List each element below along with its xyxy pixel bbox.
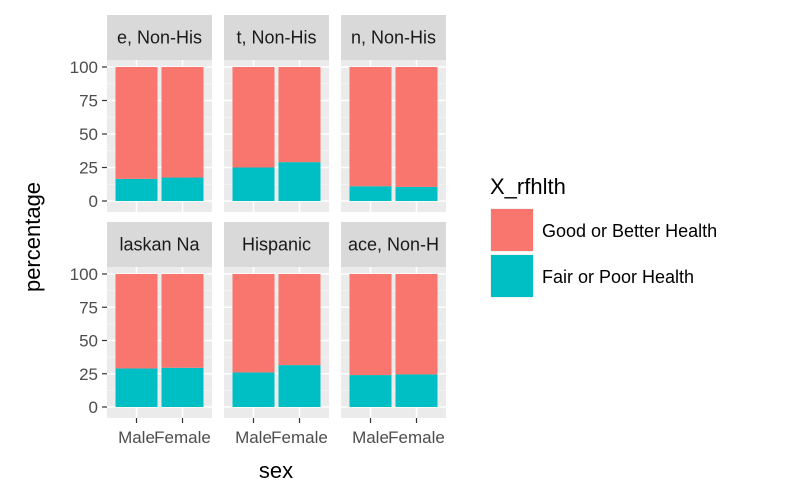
facet-strip — [107, 222, 212, 267]
bar-female-fair-or-poor-health — [161, 177, 204, 201]
facet-panels: e, Non-His t, Non-His n, Non-His laskan Na H… — [107, 15, 446, 418]
x-axis-title: sex — [259, 458, 293, 483]
x-tick-label: Female — [271, 428, 328, 447]
facet-panel-hispanic: Hispanic — [224, 222, 329, 418]
facet-strip — [107, 15, 212, 60]
facet-panel-e-non-his: e, Non-His — [107, 15, 212, 212]
bar-female-good-or-better-health — [278, 67, 321, 163]
bar-female-good-or-better-health — [395, 274, 438, 375]
facet-strip-label: e, Non-His — [117, 28, 202, 48]
bar-female-fair-or-poor-health — [395, 186, 438, 201]
y-tick-label: 0 — [89, 192, 98, 211]
x-tick-label: Male — [118, 428, 155, 447]
x-tick-label: Male — [352, 428, 389, 447]
bar-male-fair-or-poor-health — [232, 372, 275, 407]
x-tick-label: Female — [388, 428, 445, 447]
bar-male-good-or-better-health — [349, 67, 392, 187]
facet-strip — [224, 15, 329, 60]
bar-male-good-or-better-health — [115, 67, 158, 179]
legend-label: Fair or Poor Health — [542, 267, 694, 287]
facet-strip — [341, 222, 446, 267]
facet-strip — [224, 222, 329, 267]
legend: X_rfhlth Good or Better Health Fair or Po… — [490, 174, 717, 298]
facet-panel-n-non-his: n, Non-His — [341, 15, 446, 212]
bar-male-fair-or-poor-health — [232, 167, 275, 201]
bar-female-good-or-better-health — [278, 274, 321, 366]
facet-strip — [341, 15, 446, 60]
y-tick-label: 75 — [79, 298, 98, 317]
bar-male-fair-or-poor-health — [349, 186, 392, 201]
facet-strip-label: Hispanic — [242, 235, 311, 255]
y-tick-label: 50 — [79, 332, 98, 351]
y-tick-label: 50 — [79, 125, 98, 144]
y-axis-title: percentage — [20, 182, 45, 292]
legend-swatch-good-or-better-health — [491, 209, 533, 251]
bar-female-fair-or-poor-health — [395, 374, 438, 407]
y-tick-label: 100 — [70, 58, 98, 77]
bar-male-good-or-better-health — [232, 67, 275, 168]
facet-panel-t-non-his: t, Non-His — [224, 15, 329, 212]
y-tick-label: 25 — [79, 159, 98, 178]
bar-female-fair-or-poor-health — [278, 365, 321, 407]
facet-panel-ace-non-h: ace, Non-H — [341, 222, 446, 418]
legend-title: X_rfhlth — [490, 174, 566, 199]
y-tick-label: 25 — [79, 365, 98, 384]
y-tick-label: 0 — [89, 398, 98, 417]
bar-female-fair-or-poor-health — [278, 162, 321, 201]
facet-strip-label: ace, Non-H — [348, 235, 439, 255]
bar-female-good-or-better-health — [161, 67, 204, 178]
x-tick-label: Female — [154, 428, 211, 447]
legend-swatch-fair-or-poor-health — [491, 255, 533, 297]
bar-male-good-or-better-health — [232, 274, 275, 373]
bar-male-fair-or-poor-health — [349, 375, 392, 407]
facet-strip-label: laskan Na — [119, 235, 200, 255]
facet-panel-laskan-na: laskan Na — [107, 222, 212, 418]
y-tick-label: 100 — [70, 265, 98, 284]
bar-female-good-or-better-health — [161, 274, 204, 368]
bar-male-fair-or-poor-health — [115, 368, 158, 407]
y-tick-label: 75 — [79, 92, 98, 111]
bar-female-good-or-better-health — [395, 67, 438, 187]
x-tick-label: Male — [235, 428, 272, 447]
bar-female-fair-or-poor-health — [161, 367, 204, 407]
bar-male-good-or-better-health — [115, 274, 158, 369]
bar-male-fair-or-poor-health — [115, 178, 158, 201]
legend-label: Good or Better Health — [542, 221, 717, 241]
bar-male-good-or-better-health — [349, 274, 392, 376]
facet-strip-label: n, Non-His — [351, 28, 436, 48]
facet-strip-label: t, Non-His — [236, 28, 316, 48]
